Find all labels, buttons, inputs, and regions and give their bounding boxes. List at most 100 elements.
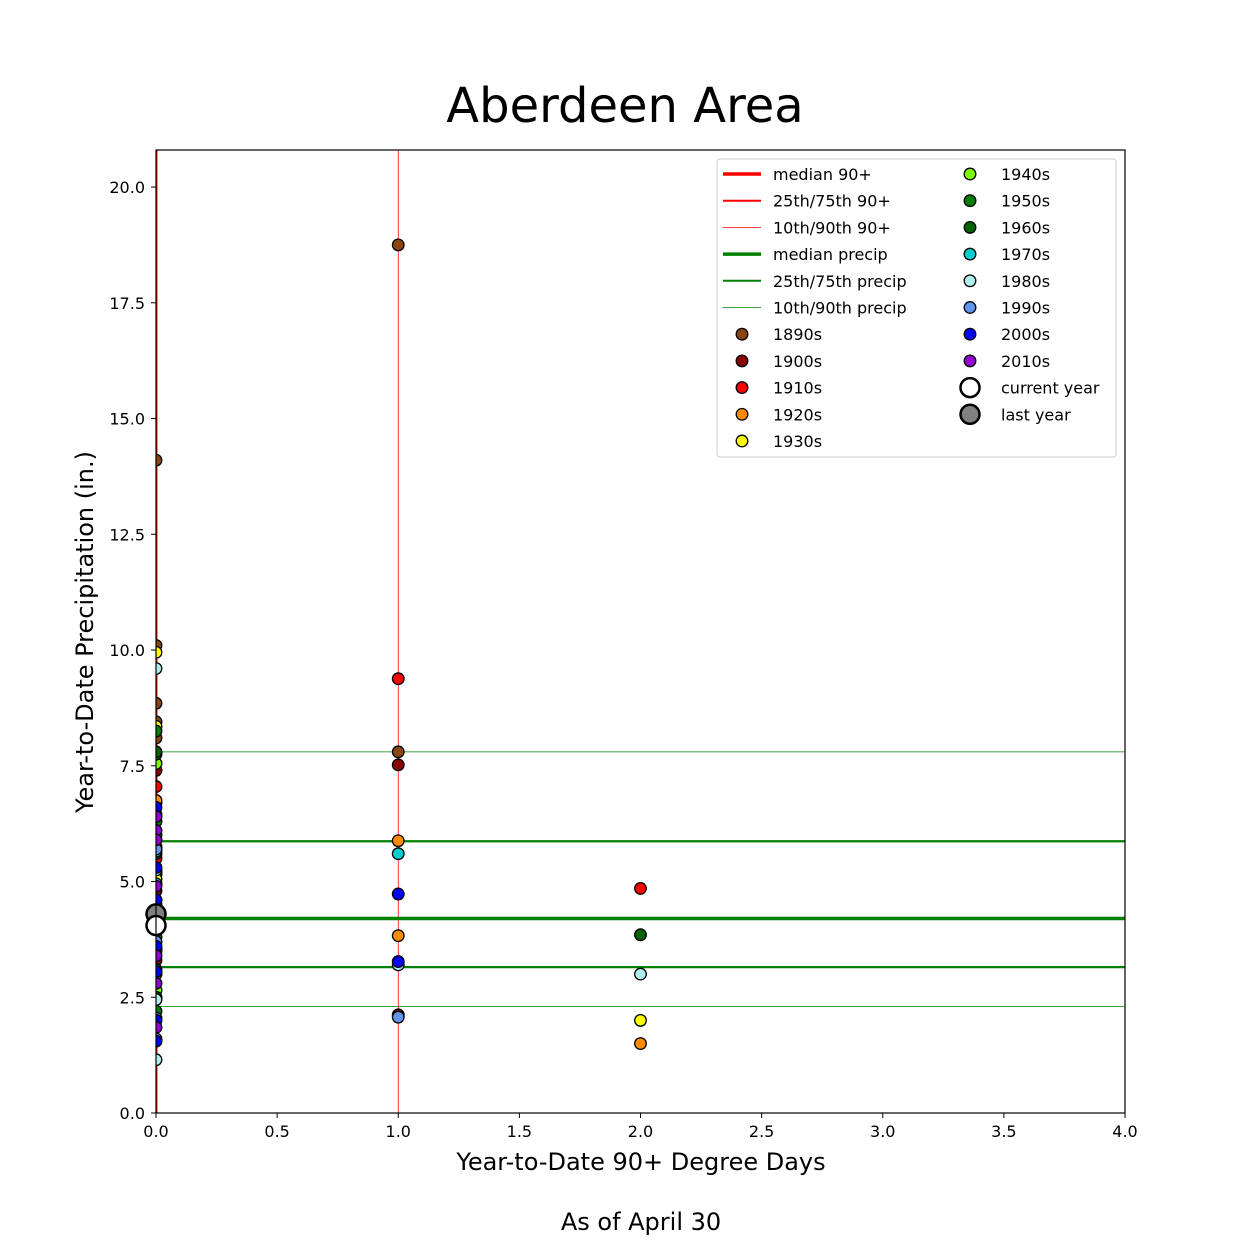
y-tick-label: 10.0 xyxy=(109,641,145,660)
x-tick-label: 3.5 xyxy=(991,1122,1016,1141)
data-point-1980s xyxy=(156,1053,163,1067)
legend-marker-swatch xyxy=(735,327,749,341)
legend-marker-swatch xyxy=(963,354,977,368)
data-point-1950s xyxy=(156,724,163,738)
legend-marker-swatch xyxy=(963,167,977,181)
y-tick-label: 17.5 xyxy=(109,294,145,313)
data-point-2010s xyxy=(156,949,163,963)
legend-label: 1970s xyxy=(1001,245,1050,264)
legend-label: 10th/90th 90+ xyxy=(773,218,891,237)
legend-label: 1990s xyxy=(1001,299,1050,318)
legend-label: 25th/75th precip xyxy=(773,272,907,291)
legend-label: 10th/90th precip xyxy=(773,299,907,318)
data-point-1900s xyxy=(391,758,405,772)
legend-label: median precip xyxy=(773,245,888,264)
legend-marker-swatch xyxy=(963,327,977,341)
legend-label: 1930s xyxy=(773,432,822,451)
data-point-1980s xyxy=(634,967,647,981)
legend-label: median 90+ xyxy=(773,165,872,184)
data-point-2000s xyxy=(156,965,163,979)
legend-label: 2000s xyxy=(1001,325,1050,344)
legend-label: 1890s xyxy=(773,325,822,344)
data-point-2000s xyxy=(156,800,163,814)
legend-label: 25th/75th 90+ xyxy=(773,192,891,211)
chart-footnote: As of April 30 xyxy=(561,1208,721,1236)
x-tick-label: 2.0 xyxy=(628,1122,653,1141)
data-point-1890s xyxy=(156,696,163,710)
legend-label: current year xyxy=(1001,379,1100,398)
data-point-1930s xyxy=(634,1013,647,1027)
legend-box xyxy=(716,158,1117,458)
data-point-2010s xyxy=(156,824,163,838)
x-tick-label: 1.0 xyxy=(386,1122,411,1141)
data-point-2010s xyxy=(156,833,163,847)
plot-area: 0.0 0.5 1.0 1.5 2.0 2.5 3.0 3.5 4.0 0.0 2.5 5.0 7.5 1… xyxy=(109,149,1138,1141)
legend-marker-swatch xyxy=(963,247,977,261)
data-point-1990s xyxy=(156,842,163,856)
data-point-2010s xyxy=(156,810,163,824)
chart-title: Aberdeen Area xyxy=(446,78,803,134)
legend-label: 1900s xyxy=(773,352,822,371)
plot-content xyxy=(156,150,1125,1113)
data-point-1910s xyxy=(391,672,405,686)
legend-label: 1920s xyxy=(773,405,822,424)
data-point-1920s xyxy=(391,929,405,943)
y-tick-label: 0.0 xyxy=(120,1104,145,1123)
data-point-1980s xyxy=(156,993,163,1007)
data-point-1910s xyxy=(634,882,647,895)
y-axis-label: Year-to-Date Precipitation (in.) xyxy=(71,451,99,814)
x-tick-label: 3.0 xyxy=(870,1122,895,1141)
data-point-1960s xyxy=(156,745,163,759)
legend: median 90+ 25th/75th 90+ 10th/90th 90+ medi… xyxy=(716,158,1117,458)
data-point-2000s xyxy=(156,939,163,953)
legend-big-marker-swatch xyxy=(959,403,981,426)
x-tick-label: 1.5 xyxy=(507,1122,532,1141)
data-point-1960s xyxy=(634,928,647,942)
data-point-1970s xyxy=(391,847,405,861)
data-point-1910s xyxy=(156,780,163,794)
legend-label: 1910s xyxy=(773,379,822,398)
data-point-1930s xyxy=(156,645,163,659)
legend-marker-swatch xyxy=(735,407,749,421)
legend-marker-swatch xyxy=(963,274,977,288)
data-point-1990s xyxy=(391,1010,405,1024)
data-point-2010s xyxy=(156,879,163,893)
y-tick-label: 15.0 xyxy=(109,410,145,429)
data-point-1920s xyxy=(391,834,405,848)
data-point-1890s xyxy=(391,745,405,759)
x-axis-label: Year-to-Date 90+ Degree Days xyxy=(455,1148,825,1176)
legend-label: last year xyxy=(1001,405,1071,424)
y-tick-label: 7.5 xyxy=(120,757,145,776)
x-tick-label: 0.5 xyxy=(264,1122,289,1141)
x-tick-label: 4.0 xyxy=(1112,1122,1137,1141)
y-tick-label: 5.0 xyxy=(120,873,145,892)
data-point-1940s xyxy=(156,757,163,770)
legend-big-marker-swatch xyxy=(959,376,981,399)
data-point-2000s xyxy=(156,893,163,907)
legend-marker-swatch xyxy=(963,220,977,234)
legend-marker-swatch xyxy=(963,301,977,314)
legend-label: 1950s xyxy=(1001,192,1050,211)
x-tick-label: 0.0 xyxy=(143,1122,168,1141)
data-point-1980s xyxy=(156,662,163,675)
y-tick-label: 2.5 xyxy=(120,988,145,1007)
data-point-2000s xyxy=(156,861,163,875)
data-point-2010s xyxy=(156,976,163,990)
x-tick-label: 2.5 xyxy=(749,1122,774,1141)
data-point-2010s xyxy=(156,1020,163,1034)
data-point-2000s xyxy=(391,955,405,969)
legend-marker-swatch xyxy=(735,381,749,395)
data-point-1890s xyxy=(156,453,163,467)
legend-label: 1940s xyxy=(1001,165,1050,184)
y-tick-label: 12.5 xyxy=(109,525,145,544)
y-tick-label: 20.0 xyxy=(109,178,145,197)
legend-label: 2010s xyxy=(1001,352,1050,371)
data-point-1890s xyxy=(391,238,405,252)
legend-marker-swatch xyxy=(735,354,749,368)
legend-label: 1980s xyxy=(1001,272,1050,291)
data-point-2000s xyxy=(156,1034,163,1048)
data-point-2000s xyxy=(391,887,405,901)
data-point-1920s xyxy=(634,1037,647,1051)
legend-label: 1960s xyxy=(1001,218,1050,237)
